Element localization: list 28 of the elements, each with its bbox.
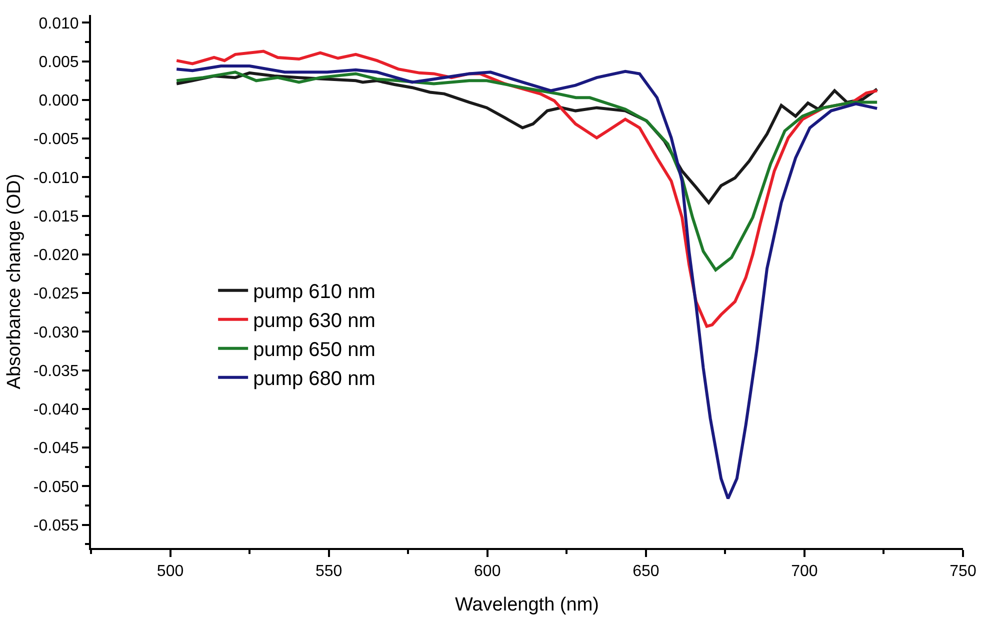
y-tick-label: -0.055: [33, 517, 79, 534]
legend-label: pump 630 nm: [253, 310, 376, 332]
y-tick-label: -0.025: [33, 286, 79, 303]
y-tick-label: -0.030: [33, 324, 79, 342]
x-tick-label: 700: [791, 563, 818, 580]
y-tick-label: -0.010: [33, 170, 79, 187]
y-tick-label: -0.050: [33, 478, 79, 496]
legend-label: pump 680 nm: [253, 368, 376, 390]
x-axis-title: Wavelength (nm): [455, 594, 599, 616]
legend-label: pump 610 nm: [253, 281, 376, 304]
y-tick-label: -0.035: [33, 362, 79, 380]
line-series: [175, 64, 879, 500]
y-tick-label: -0.005: [33, 131, 79, 148]
x-tick-label: 650: [632, 563, 660, 580]
y-tick-label: -0.045: [33, 440, 79, 458]
y-axis-title: Absorbance change (OD): [4, 174, 25, 390]
y-tick-label: 0.000: [38, 92, 79, 110]
y-tick-label: -0.020: [33, 247, 79, 264]
x-tick-label: 600: [474, 563, 501, 580]
x-tick-label: 750: [950, 563, 976, 580]
y-tick-label: 0.010: [38, 15, 79, 32]
legend-label: pump 650 nm: [253, 339, 376, 362]
y-tick-label: -0.040: [33, 402, 79, 419]
x-tick-label: 550: [315, 563, 342, 580]
x-tick-label: 500: [156, 563, 184, 580]
y-tick-label: -0.015: [33, 208, 79, 226]
line-series: [175, 70, 879, 272]
y-tick-label: 0.005: [38, 54, 79, 71]
